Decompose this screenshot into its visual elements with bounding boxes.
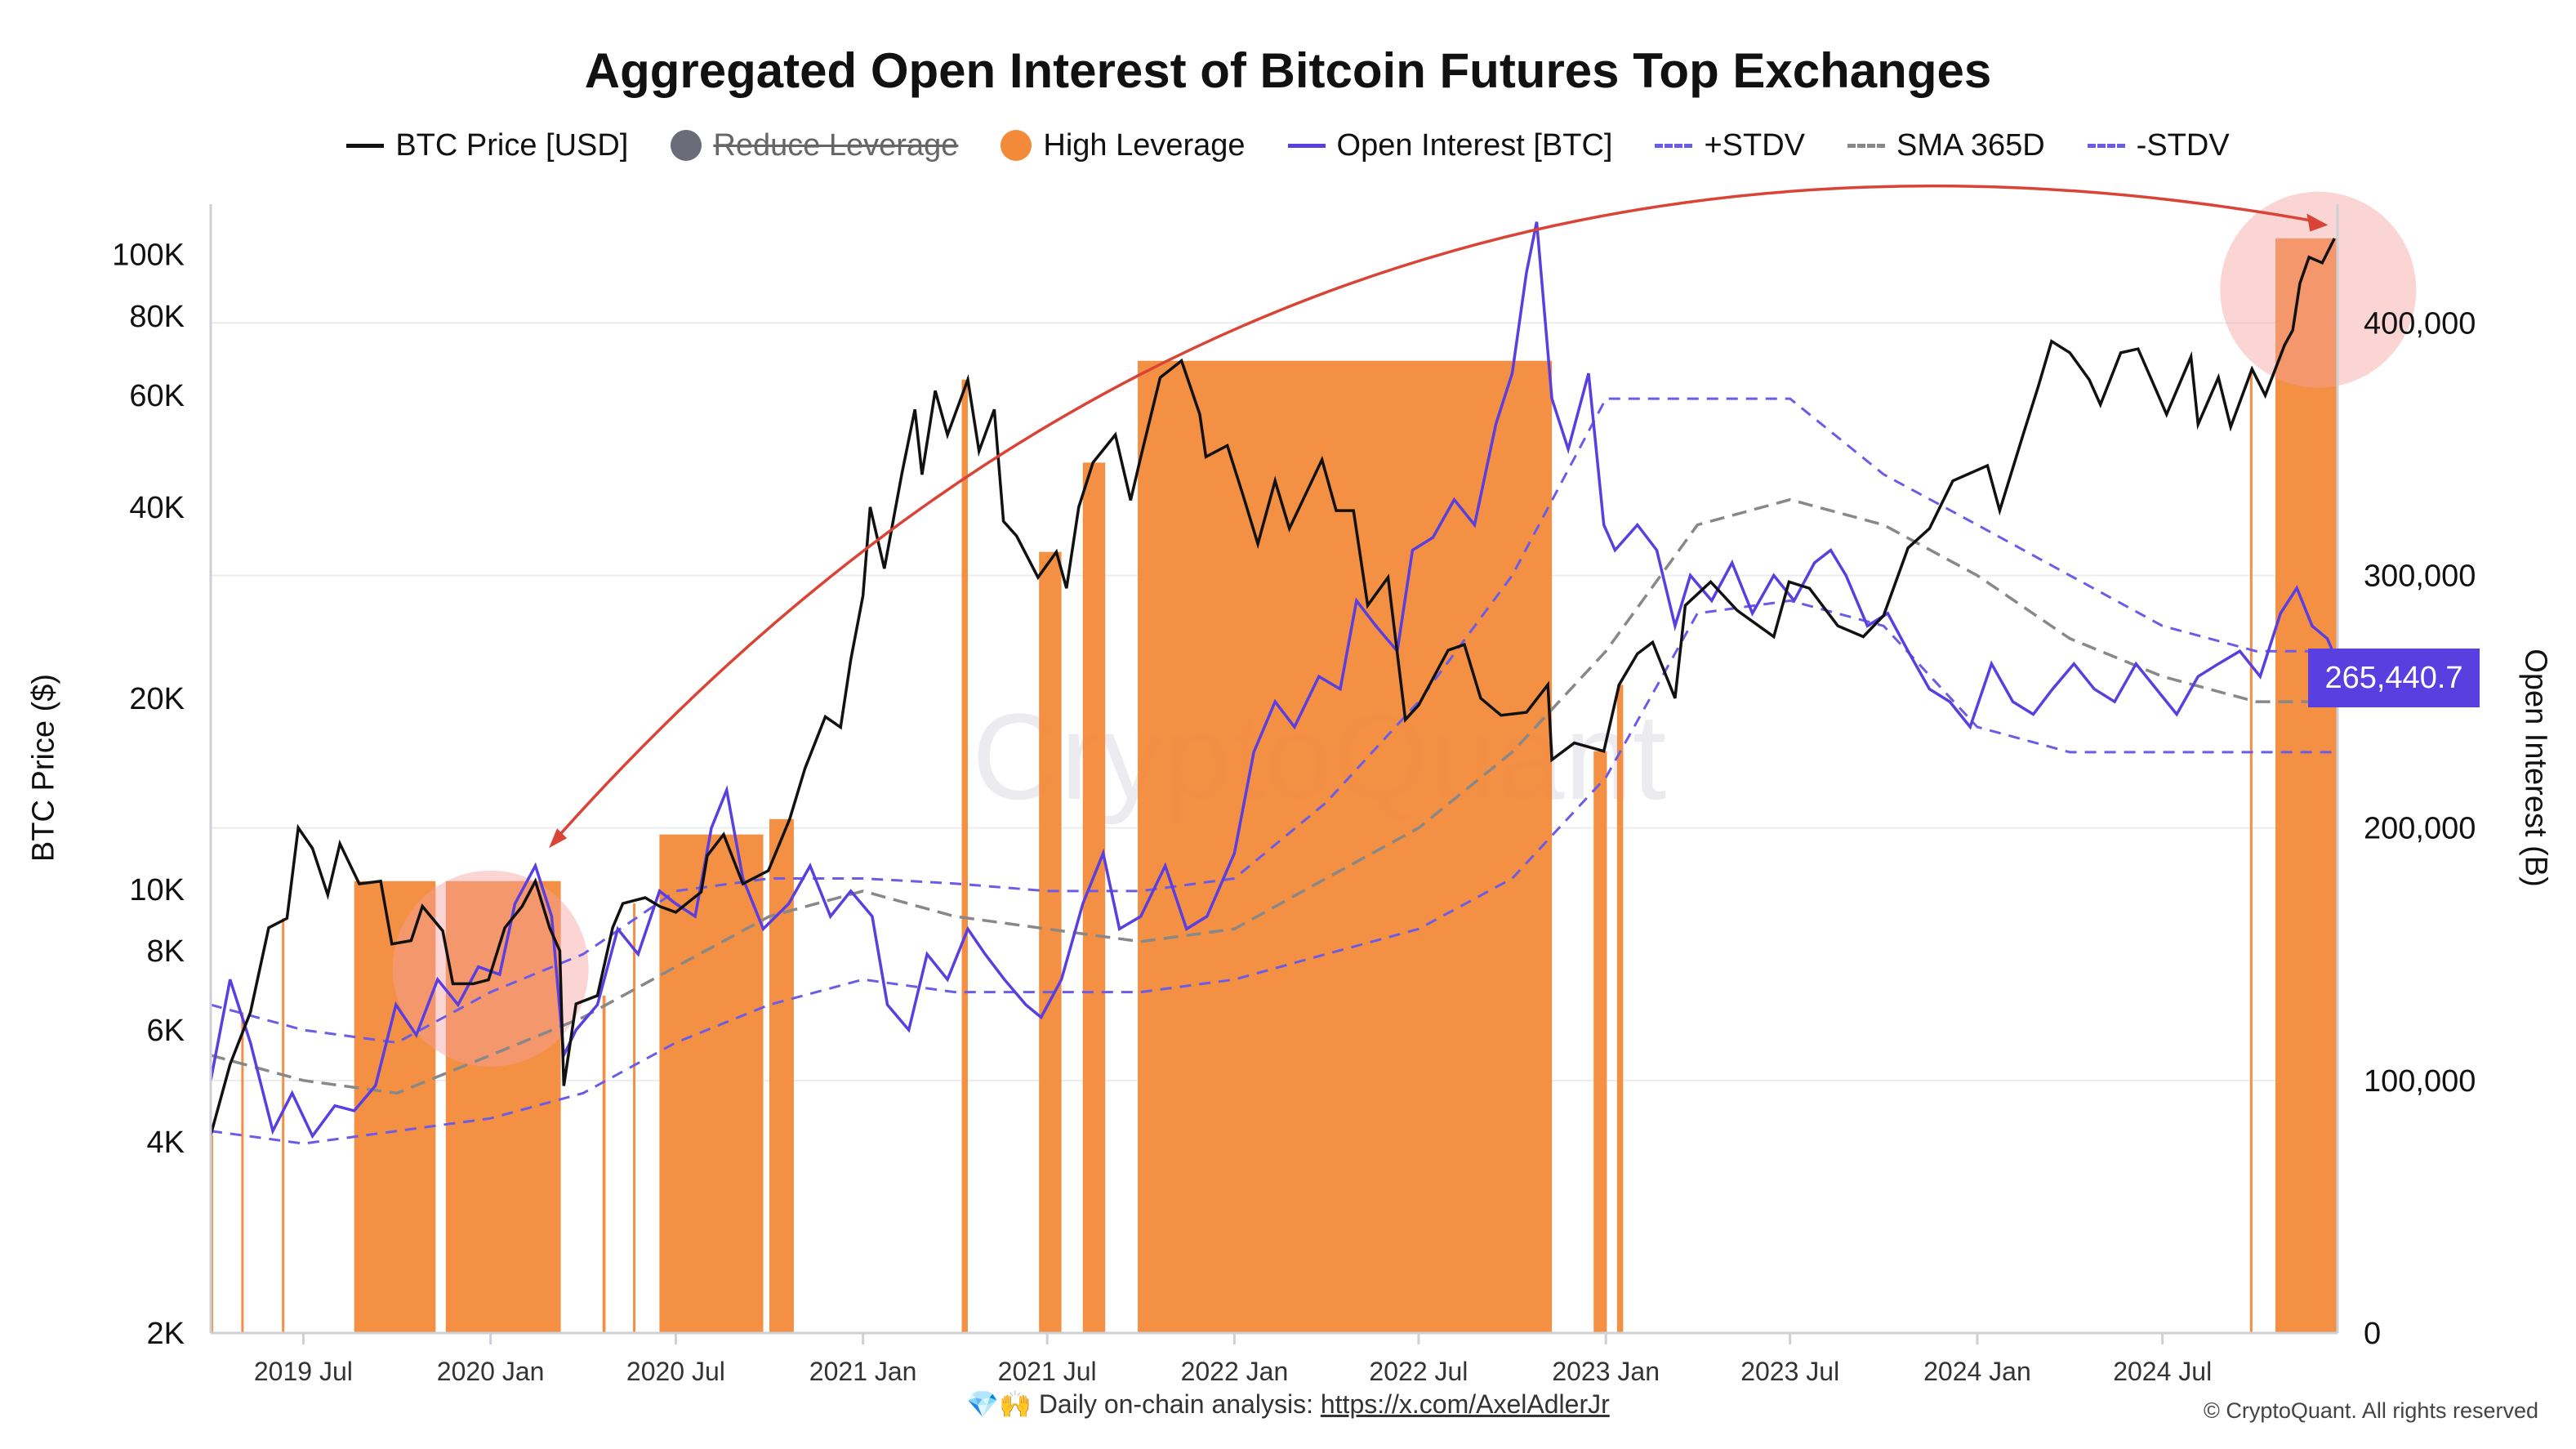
- legend-swatch-high-leverage: [1001, 130, 1032, 161]
- high-leverage-bar: [961, 379, 968, 1334]
- legend-swatch-open-interest: [1287, 143, 1326, 148]
- legend-item-btc-price[interactable]: BTC Price [USD]: [346, 128, 628, 163]
- y-left-ticks: 2K 4K 6K 8K 10K 20K 40K 60K 80K 100K: [112, 239, 185, 1351]
- y-left-tick-label: 8K: [147, 934, 185, 969]
- y-right-tick-label: 100,000: [2364, 1064, 2476, 1099]
- footer-emoji: 💎🙌: [966, 1389, 1032, 1419]
- high-leverage-bar: [1616, 684, 1624, 1333]
- x-tick-label: 2021 Jan: [809, 1357, 917, 1386]
- legend-item-plus-stdv[interactable]: +STDV: [1655, 128, 1805, 163]
- legend-label-sma-365d: SMA 365D: [1896, 127, 2045, 163]
- legend-swatch-reduce-leverage: [671, 130, 702, 161]
- y-left-axis-title: BTC Price ($): [26, 673, 61, 863]
- footer: 💎🙌 Daily on-chain analysis: https://x.co…: [0, 1389, 2576, 1420]
- x-tick-label: 2024 Jul: [2113, 1357, 2212, 1386]
- x-tick-label: 2023 Jan: [1552, 1357, 1660, 1386]
- y-left-tick-label: 60K: [129, 379, 185, 413]
- high-leverage-bar: [659, 834, 764, 1333]
- legend-label-btc-price: BTC Price [USD]: [395, 127, 629, 163]
- high-leverage-bar: [354, 881, 436, 1333]
- high-leverage-bar: [769, 818, 794, 1333]
- legend-item-minus-stdv[interactable]: -STDV: [2087, 127, 2230, 163]
- x-tick-label: 2019 Jul: [254, 1357, 353, 1386]
- legend-swatch-minus-stdv: [2087, 143, 2125, 148]
- x-tick-label: 2023 Jul: [1740, 1357, 1839, 1386]
- copyright: © CryptoQuant. All rights reserved: [2203, 1398, 2538, 1423]
- y-left-tick-label: 4K: [147, 1126, 185, 1160]
- high-leverage-bar: [282, 918, 285, 1333]
- legend-label-open-interest: Open Interest [BTC]: [1336, 127, 1613, 163]
- x-tick-label: 2020 Jan: [437, 1357, 545, 1386]
- y-right-tick-label: 200,000: [2364, 812, 2476, 846]
- high-leverage-bar: [2275, 238, 2338, 1334]
- legend-item-open-interest[interactable]: Open Interest [BTC]: [1287, 127, 1613, 163]
- high-leverage-bars: [211, 238, 2338, 1334]
- y-right-tick-label: 300,000: [2364, 559, 2476, 593]
- y-right-ticks: 0 100,000 200,000 300,000 400,000: [2364, 306, 2476, 1351]
- high-leverage-bar: [1138, 360, 1553, 1333]
- legend-swatch-plus-stdv: [1655, 143, 1693, 148]
- high-leverage-bar: [602, 995, 606, 1333]
- plus-stdv-line: [210, 397, 2338, 1045]
- minus-stdv-line: [210, 599, 2338, 1145]
- high-leverage-bar: [1593, 751, 1607, 1333]
- series-lines: [209, 221, 2339, 1139]
- footer-text: Daily on-chain analysis:: [1038, 1389, 1313, 1419]
- legend-label-high-leverage: High Leverage: [1043, 127, 1246, 163]
- legend-label-minus-stdv: -STDV: [2136, 127, 2230, 163]
- y-left-tick-label: 2K: [147, 1317, 185, 1351]
- legend-label-reduce-leverage: Reduce Leverage: [713, 127, 959, 163]
- legend-label-plus-stdv: +STDV: [1704, 127, 1806, 163]
- x-axis-ticks: 2019 Jul 2020 Jan 2020 Jul 2021 Jan 2021 Jul…: [254, 1333, 2212, 1386]
- btc-price-line: [209, 238, 2336, 1136]
- stdv-bands: [210, 397, 2338, 1145]
- chart-title: Aggregated Open Interest of Bitcoin Futu…: [584, 43, 1992, 98]
- legend-swatch-sma-365d: [1847, 143, 1886, 148]
- high-leverage-bar: [241, 1012, 244, 1333]
- y-left-tick-label: 100K: [112, 239, 185, 273]
- y-left-tick-label: 20K: [129, 682, 185, 716]
- legend-swatch-btc-price: [346, 143, 385, 148]
- footer-link[interactable]: https://x.com/AxelAdlerJr: [1320, 1389, 1610, 1419]
- arrow-head-left: [549, 828, 568, 849]
- legend-item-reduce-leverage[interactable]: Reduce Leverage: [671, 128, 958, 163]
- legend-item-sma-365d[interactable]: SMA 365D: [1847, 128, 2045, 163]
- y-right-tick-label: 400,000: [2364, 306, 2476, 341]
- open-interest-line: [209, 221, 2339, 1139]
- y-left-tick-label: 80K: [129, 300, 185, 334]
- x-tick-label: 2022 Jan: [1181, 1357, 1289, 1386]
- legend: BTC Price [USD] Reduce Leverage High Lev…: [0, 121, 2576, 170]
- x-tick-label: 2024 Jan: [1923, 1357, 2031, 1386]
- sma-365d-line: [210, 497, 2338, 1095]
- legend-item-high-leverage[interactable]: High Leverage: [1001, 127, 1246, 163]
- x-tick-label: 2022 Jul: [1369, 1357, 1468, 1386]
- high-leverage-bar: [1039, 551, 1062, 1333]
- highlight-circle: [2220, 191, 2417, 388]
- high-leverage-bar: [633, 903, 636, 1333]
- y-left-tick-label: 10K: [129, 873, 185, 907]
- y-right-tick-label: 0: [2364, 1317, 2381, 1351]
- arrow-head-right: [2306, 213, 2329, 232]
- x-tick-label: 2021 Jul: [998, 1357, 1097, 1386]
- x-tick-label: 2020 Jul: [626, 1357, 725, 1386]
- y-left-tick-label: 40K: [129, 491, 185, 525]
- y-right-axis-title: Open Interest (B): [2518, 649, 2553, 887]
- high-leverage-bar: [2249, 368, 2253, 1333]
- current-oi-badge: 265,440.7: [2308, 649, 2480, 707]
- annotation-arrow: [549, 184, 2329, 849]
- arrow-curve: [552, 184, 2319, 843]
- y-left-tick-label: 6K: [147, 1014, 185, 1048]
- axes: [209, 204, 2339, 1335]
